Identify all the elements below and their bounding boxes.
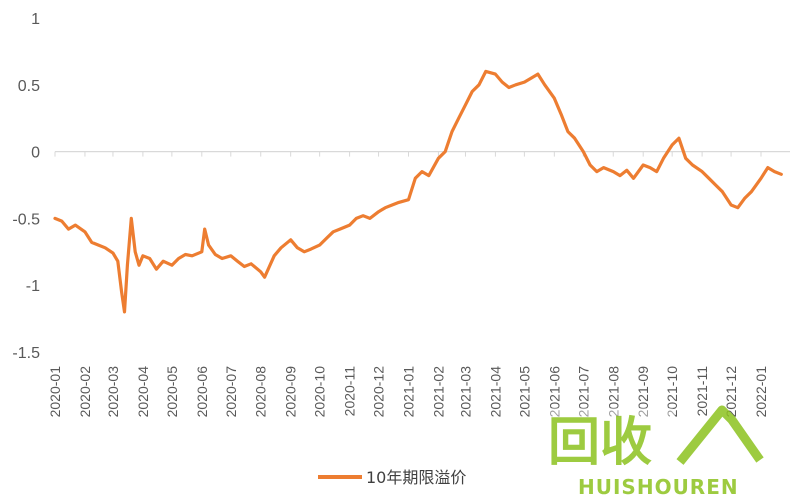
y-tick-label: 1	[31, 11, 40, 28]
x-tick-label: 2021-04	[487, 366, 503, 418]
x-tick-label: 2020-04	[135, 366, 151, 418]
x-tick-label: 2021-07	[575, 366, 591, 418]
y-axis-ticks: 1 0.5 0 -0.5 -1 -1.5	[12, 11, 40, 362]
x-tick-label: 2020-12	[371, 366, 387, 418]
x-axis-ticks: 2020-01 2020-02 2020-03 2020-04 2020-05 2020-…	[47, 151, 769, 418]
x-tick-label: 2020-09	[283, 366, 299, 418]
series-line	[53, 69, 783, 314]
x-tick-label: 2021-08	[605, 366, 621, 418]
x-tick-label: 2021-10	[664, 366, 680, 418]
watermark-mountain-icon	[676, 405, 764, 465]
x-tick-label: 2021-06	[546, 366, 562, 418]
y-tick-label: -1.5	[12, 345, 40, 362]
y-tick-label: 0	[31, 145, 40, 162]
y-tick-label: 0.5	[18, 78, 40, 95]
x-tick-label: 2021-01	[400, 366, 416, 418]
x-tick-label: 2021-02	[430, 366, 446, 418]
legend: 10年期限溢价	[318, 468, 466, 487]
x-tick-label: 2020-11	[342, 366, 358, 417]
legend-label: 10年期限溢价	[366, 468, 466, 487]
watermark-logo-en: HUISHOUREN	[578, 475, 739, 499]
x-tick-label: 2021-12	[723, 366, 739, 418]
x-tick-label: 2022-01	[753, 366, 769, 418]
x-tick-label: 2020-03	[105, 366, 121, 418]
watermark-backdrop	[545, 408, 675, 470]
x-tick-label: 2020-01	[47, 366, 63, 418]
x-tick-label: 2020-06	[194, 366, 210, 418]
series-group	[53, 69, 783, 314]
y-tick-label: -1	[26, 278, 40, 295]
x-tick-label: 2020-08	[253, 366, 269, 418]
x-tick-label: 2020-02	[77, 366, 93, 418]
x-tick-label: 2020-07	[223, 366, 239, 418]
x-tick-label: 2020-10	[312, 366, 328, 418]
x-tick-label: 2021-11	[694, 366, 710, 417]
x-tick-label: 2021-05	[516, 366, 532, 418]
x-tick-label: 2020-05	[164, 366, 180, 418]
watermark-logo-cn: 回收	[548, 413, 652, 473]
x-tick-label: 2021-09	[635, 366, 651, 418]
y-tick-label: -0.5	[12, 211, 40, 228]
x-tick-label: 2021-03	[457, 366, 473, 418]
